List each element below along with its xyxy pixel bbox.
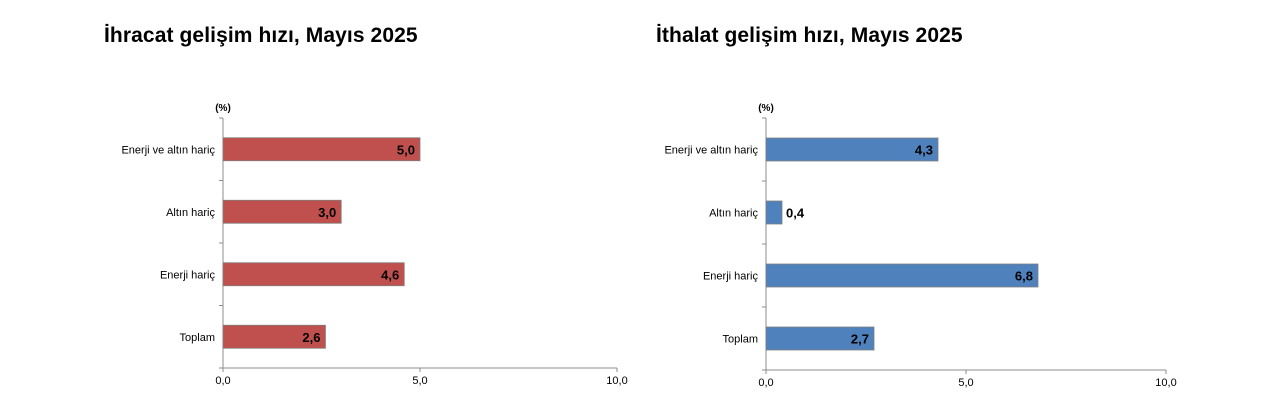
- export-growth-chart: (%) 0,0 5,0 10,0 Enerji ve altın hariç 5,0 Alt…: [121, 103, 627, 387]
- import-bar: [765, 326, 875, 351]
- import-bar: [765, 137, 939, 162]
- import-unit-label: (%): [758, 103, 774, 114]
- import-category-label: Altın hariç: [709, 208, 758, 220]
- import-category-label: Toplam: [723, 334, 758, 346]
- import-data-label: 0,4: [786, 206, 805, 221]
- import-data-label: 4,3: [915, 143, 933, 158]
- export-category-label: Enerji hariç: [160, 269, 216, 281]
- export-x-tick-label: 0,0: [215, 375, 230, 387]
- import-data-label: 6,8: [1015, 269, 1033, 284]
- import-x-tick-label: 0,0: [758, 377, 773, 389]
- import-bar: [765, 263, 1039, 288]
- import-data-label: 2,7: [851, 332, 869, 347]
- export-data-label: 2,6: [302, 330, 320, 345]
- export-x-tick-label: 5,0: [412, 375, 427, 387]
- import-chart-title: İthalat gelişim hızı, Mayıs 2025: [656, 24, 963, 47]
- import-category-label: Enerji ve altın hariç: [664, 145, 758, 157]
- import-category-label: Enerji hariç: [703, 271, 759, 283]
- export-unit-label: (%): [215, 103, 231, 114]
- import-x-tick-label: 10,0: [1155, 377, 1176, 389]
- export-category-label: Enerji ve altın hariç: [121, 144, 215, 156]
- export-bar: [222, 324, 326, 349]
- import-bar: [765, 200, 783, 225]
- export-category-label: Altın hariç: [166, 207, 215, 219]
- export-chart-title: İhracat gelişim hızı, Mayıs 2025: [104, 24, 418, 47]
- export-data-label: 3,0: [318, 205, 336, 220]
- export-x-tick-label: 10,0: [606, 375, 627, 387]
- export-bar: [222, 137, 421, 162]
- export-bar: [222, 199, 342, 224]
- export-bar: [222, 262, 405, 287]
- export-category-label: Toplam: [180, 332, 215, 344]
- export-data-label: 5,0: [397, 142, 415, 157]
- import-x-tick-label: 5,0: [958, 377, 973, 389]
- export-data-label: 4,6: [381, 267, 399, 282]
